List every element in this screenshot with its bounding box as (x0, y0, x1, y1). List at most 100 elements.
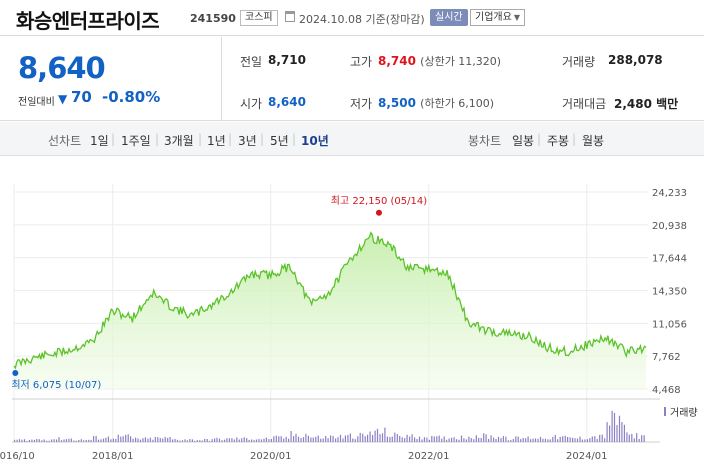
volume-bar (196, 440, 198, 442)
volume-bar (618, 415, 621, 442)
volume-bar (120, 436, 122, 442)
volume-bar (547, 439, 549, 442)
volume-bar (305, 433, 307, 442)
x-tick-label: 2016/10 (0, 451, 35, 462)
high-label: 고가 (350, 55, 373, 69)
volume-bar (280, 436, 282, 442)
volume-bar (56, 439, 58, 442)
volume-bar (46, 440, 48, 442)
volume-bar (638, 439, 640, 442)
volume-bar (455, 439, 458, 442)
volume-bar (325, 436, 327, 442)
volume-bar (223, 439, 226, 442)
period-1y[interactable]: 1년 (207, 134, 226, 148)
volume-bar (260, 439, 263, 442)
volume-bar (85, 440, 87, 442)
volume-bar (206, 439, 208, 442)
volume-bar (460, 435, 463, 442)
volume-bar (475, 435, 477, 442)
volume-bar (53, 439, 55, 442)
period-3m[interactable]: 3개월 (164, 134, 194, 148)
volume-legend-label: 거래량 (670, 407, 698, 419)
volume-bar (591, 436, 593, 442)
volume-bar (18, 439, 21, 442)
low-marker (12, 369, 19, 376)
volume-bar (23, 439, 26, 442)
period-3y[interactable]: 3년 (238, 134, 257, 148)
company-overview-dropdown[interactable]: 기업개요 ▼ (470, 9, 525, 26)
volume-bar (473, 439, 475, 442)
volume-bar (233, 439, 235, 442)
period-10y[interactable]: 10년 (301, 134, 329, 148)
volume-bar (132, 438, 134, 442)
volume-bar (172, 439, 174, 442)
price-summary: 8,640 전일대비 ▼ 70 -0.80% 전일 8,710 고가 8,740… (0, 37, 704, 121)
volume-bar (372, 435, 374, 442)
period-1d[interactable]: 1일 (90, 134, 109, 148)
y-tick-label: 17,644 (652, 254, 687, 265)
open-label: 시가 (240, 97, 263, 111)
volume-bar (423, 437, 425, 442)
volume-bar (275, 435, 277, 442)
volume-bar (362, 433, 364, 442)
market-badge: 코스피 (240, 10, 278, 26)
period-1w[interactable]: 1주일 (121, 134, 151, 148)
volume-bar (581, 439, 583, 442)
volume-bar (189, 439, 191, 442)
volume-bar (493, 437, 495, 442)
volume-bar (167, 437, 169, 442)
open-value: 8,640 (268, 95, 306, 109)
volume-bar (246, 438, 248, 442)
candle-weekly[interactable]: 주봉 (547, 134, 570, 148)
volume-bar (396, 434, 398, 442)
volume-bar (302, 437, 305, 442)
price-chart[interactable]: 24,233 20,938 17,644 14,350 11,056 7,762 4,468… (0, 157, 704, 468)
volume-bar (186, 440, 188, 442)
volume-bar (374, 430, 376, 442)
volume-bar (544, 438, 546, 442)
volume-bar (110, 439, 112, 442)
volume-bar (115, 438, 117, 442)
volume-bar (243, 437, 245, 442)
candle-monthly[interactable]: 월봉 (582, 134, 605, 148)
volume-bar (552, 436, 554, 442)
period-separator: | (228, 132, 233, 146)
change-value: 70 (71, 88, 92, 106)
volume-bar (421, 439, 423, 442)
period-5y[interactable]: 5년 (270, 134, 289, 148)
volume-bar (557, 439, 559, 442)
volume-bar (532, 438, 534, 442)
y-tick-label: 20,938 (652, 221, 687, 232)
candle-daily[interactable]: 일봉 (512, 134, 535, 148)
volume-bar (154, 436, 156, 442)
volume-bar (352, 438, 354, 442)
volume-bar (263, 438, 265, 442)
volume-bar (621, 422, 623, 442)
volume-bar (122, 436, 124, 442)
volume-bar (21, 439, 23, 442)
volume-bar (199, 440, 201, 442)
volume-bar (458, 439, 460, 442)
volume-bar (497, 436, 500, 442)
volume-bar (290, 431, 292, 442)
volume-bar (384, 427, 386, 442)
volume-bar (273, 436, 275, 442)
volume-bar (127, 434, 129, 442)
volume-bar (65, 439, 67, 442)
volume-bar (613, 413, 616, 442)
volume-bar (265, 437, 267, 442)
x-tick-label: 2018/01 (92, 451, 134, 462)
volume-bar (606, 422, 608, 442)
volume-bar (609, 425, 611, 442)
company-overview-label: 기업개요 (475, 12, 512, 23)
volume-bar (258, 438, 260, 442)
volume-bar (95, 435, 97, 442)
volume-bar (463, 438, 465, 442)
volume-bar (58, 437, 60, 442)
volume-bar (216, 437, 218, 442)
realtime-button[interactable]: 실시간 (430, 9, 468, 26)
current-price: 8,640 (18, 51, 106, 85)
volume-bar (226, 438, 228, 442)
volume-bar (549, 439, 551, 442)
volume-bar (191, 439, 193, 442)
